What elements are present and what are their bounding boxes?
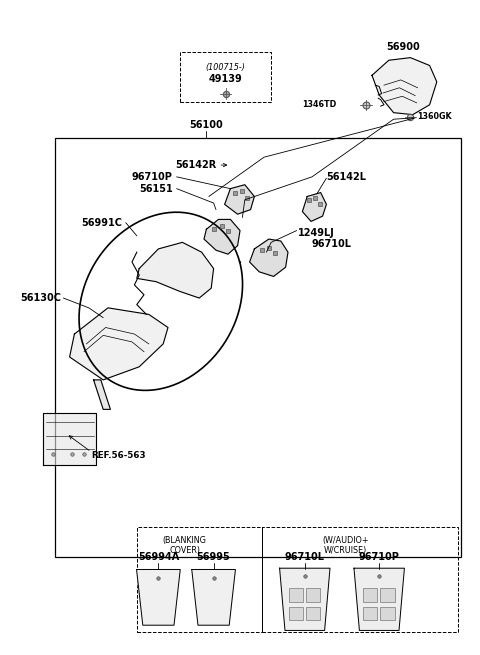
- Polygon shape: [137, 242, 214, 298]
- Polygon shape: [302, 193, 326, 221]
- Text: 56995: 56995: [197, 552, 230, 562]
- Text: 96710L: 96710L: [285, 552, 325, 562]
- Bar: [288, 588, 303, 602]
- Polygon shape: [354, 568, 404, 630]
- Text: 1360GK: 1360GK: [418, 112, 452, 121]
- Polygon shape: [372, 58, 437, 115]
- Text: (W/AUDIO+: (W/AUDIO+: [323, 536, 369, 545]
- Text: 56151: 56151: [139, 183, 173, 194]
- Polygon shape: [192, 569, 235, 625]
- Text: REF.56-563: REF.56-563: [91, 451, 146, 460]
- Bar: [306, 607, 320, 620]
- Text: COVER): COVER): [169, 546, 200, 555]
- Bar: [180, 52, 271, 102]
- Text: (100715-): (100715-): [205, 63, 246, 72]
- Bar: [262, 527, 458, 632]
- Text: 96710P: 96710P: [359, 552, 400, 562]
- Text: 56142R: 56142R: [175, 160, 216, 170]
- Bar: [363, 607, 377, 620]
- Bar: [380, 607, 395, 620]
- Polygon shape: [250, 239, 288, 276]
- Polygon shape: [43, 413, 96, 465]
- Polygon shape: [70, 308, 168, 380]
- Text: 1249LJ: 1249LJ: [298, 227, 335, 238]
- Polygon shape: [136, 569, 180, 625]
- Text: (BLANKING: (BLANKING: [163, 536, 207, 545]
- Text: 56900: 56900: [386, 43, 420, 52]
- Text: 96710L: 96710L: [312, 238, 352, 249]
- Polygon shape: [225, 185, 254, 214]
- Polygon shape: [94, 380, 110, 409]
- Text: 56100: 56100: [190, 120, 223, 130]
- Text: 56142L: 56142L: [326, 172, 366, 182]
- Bar: [55, 138, 461, 557]
- Text: W/CRUISE): W/CRUISE): [324, 546, 367, 555]
- Polygon shape: [204, 219, 240, 254]
- Text: 96710P: 96710P: [132, 172, 173, 182]
- Text: 1346TD: 1346TD: [302, 100, 336, 109]
- Bar: [306, 588, 320, 602]
- Text: 56991C: 56991C: [82, 217, 122, 228]
- Text: 56130C: 56130C: [20, 293, 61, 303]
- Bar: [363, 588, 377, 602]
- Text: 49139: 49139: [209, 73, 242, 84]
- Bar: [288, 607, 303, 620]
- Bar: [137, 527, 262, 632]
- Polygon shape: [279, 568, 330, 630]
- Text: 56994A: 56994A: [138, 552, 179, 562]
- Bar: [380, 588, 395, 602]
